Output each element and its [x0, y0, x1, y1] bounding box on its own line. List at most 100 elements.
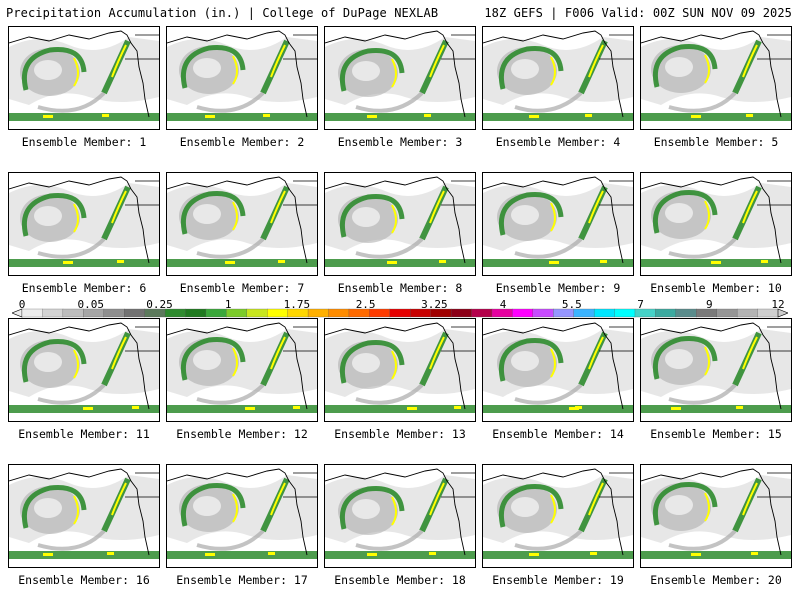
itcz-band — [325, 551, 475, 559]
colorbar-swatch — [185, 308, 207, 318]
colorbar-tick-label: 0.25 — [146, 298, 173, 311]
ensemble-member-map — [324, 464, 476, 568]
ensemble-member-label: Ensemble Member: 2 — [179, 135, 305, 149]
border-line — [599, 180, 633, 206]
border-line — [441, 34, 475, 60]
border-line — [283, 472, 317, 498]
coastline — [167, 468, 308, 556]
chart-title: Precipitation Accumulation (in.) | Colle… — [6, 6, 439, 20]
itcz-band — [167, 113, 317, 121]
coastline — [325, 468, 466, 556]
coastline — [9, 322, 150, 410]
ensemble-member-map — [166, 26, 318, 130]
border-line — [283, 326, 317, 352]
colorbar-swatch — [614, 308, 636, 318]
precip-band — [340, 47, 405, 92]
itcz-band — [641, 405, 791, 413]
precip-band — [499, 337, 564, 382]
colorbar-arrow-right — [777, 308, 788, 318]
colorbar-swatch — [124, 308, 146, 318]
ensemble-member-label: Ensemble Member: 14 — [492, 427, 624, 441]
colorbar-tick-label: 12 — [771, 298, 785, 311]
border-line — [283, 34, 317, 60]
border-line — [757, 326, 791, 352]
colorbar-tick-label: 5.5 — [561, 298, 582, 311]
colorbar-swatch — [675, 308, 697, 318]
coastline — [483, 30, 624, 118]
ensemble-member-label: Ensemble Member: 10 — [650, 281, 782, 295]
colorbar-tick-label: 1 — [224, 298, 232, 311]
itcz-band — [167, 551, 317, 559]
coastline — [641, 322, 782, 410]
valid-time: 18Z GEFS | F006 Valid: 00Z SUN NOV 09 20… — [484, 6, 792, 20]
precip-band — [653, 43, 718, 88]
itcz-band — [483, 405, 633, 413]
precip-band — [181, 44, 246, 89]
precip-band — [22, 46, 87, 91]
ensemble-member-map — [324, 26, 476, 130]
ensemble-member-label: Ensemble Member: 16 — [18, 573, 150, 587]
coastline — [325, 30, 466, 118]
ensemble-member-label: Ensemble Member: 17 — [176, 573, 308, 587]
colorbar-swatch — [532, 308, 554, 318]
ensemble-member-label: Ensemble Member: 4 — [495, 135, 621, 149]
colorbar-swatch — [389, 308, 411, 318]
precip-band — [499, 191, 564, 236]
border-line — [599, 34, 633, 60]
ensemble-member-label: Ensemble Member: 3 — [337, 135, 463, 149]
ensemble-member-map — [482, 464, 634, 568]
precip-band — [340, 193, 405, 238]
itcz-band — [167, 405, 317, 413]
itcz-band — [9, 259, 159, 267]
coastline — [9, 176, 150, 264]
precip-band — [499, 483, 564, 528]
ensemble-member-map — [640, 172, 792, 276]
precip-band — [22, 484, 87, 529]
ensemble-member-label: Ensemble Member: 12 — [176, 427, 308, 441]
ensemble-member-label: Ensemble Member: 13 — [334, 427, 466, 441]
precip-band — [22, 338, 87, 383]
coastline — [9, 468, 150, 556]
border-line — [125, 34, 159, 60]
itcz-band — [483, 551, 633, 559]
ensemble-member-map — [482, 172, 634, 276]
colorbar-swatch — [512, 308, 534, 318]
ensemble-member-label: Ensemble Member: 19 — [492, 573, 624, 587]
ensemble-member-map — [482, 318, 634, 422]
ensemble-member-map — [640, 26, 792, 130]
coastline — [167, 322, 308, 410]
ensemble-member-map — [8, 26, 160, 130]
border-line — [125, 180, 159, 206]
colorbar-tick-label: 3.25 — [421, 298, 448, 311]
colorbar-tick-label: 1.75 — [283, 298, 311, 311]
colorbar-swatch — [471, 308, 493, 318]
coastline — [325, 322, 466, 410]
border-line — [125, 326, 159, 352]
border-line — [441, 326, 475, 352]
precip-band — [181, 482, 246, 527]
itcz-band — [325, 113, 475, 121]
border-line — [757, 34, 791, 60]
itcz-band — [9, 113, 159, 121]
border-line — [441, 180, 475, 206]
coastline — [641, 176, 782, 264]
precip-colorbar — [12, 308, 788, 318]
colorbar-swatch — [593, 308, 615, 318]
colorbar-swatch — [450, 308, 472, 318]
precip-band — [499, 45, 564, 90]
colorbar-swatch — [716, 308, 738, 318]
itcz-band — [9, 551, 159, 559]
ensemble-member-map — [166, 172, 318, 276]
border-line — [125, 472, 159, 498]
coastline — [483, 322, 624, 410]
colorbar-swatch — [205, 308, 227, 318]
border-line — [599, 326, 633, 352]
coastline — [325, 176, 466, 264]
colorbar-swatch — [328, 308, 350, 318]
precip-band — [22, 192, 87, 237]
precip-band — [653, 189, 718, 234]
coastline — [167, 30, 308, 118]
colorbar-tick-label: 0 — [18, 298, 26, 311]
coastline — [167, 176, 308, 264]
ensemble-member-label: Ensemble Member: 6 — [21, 281, 147, 295]
